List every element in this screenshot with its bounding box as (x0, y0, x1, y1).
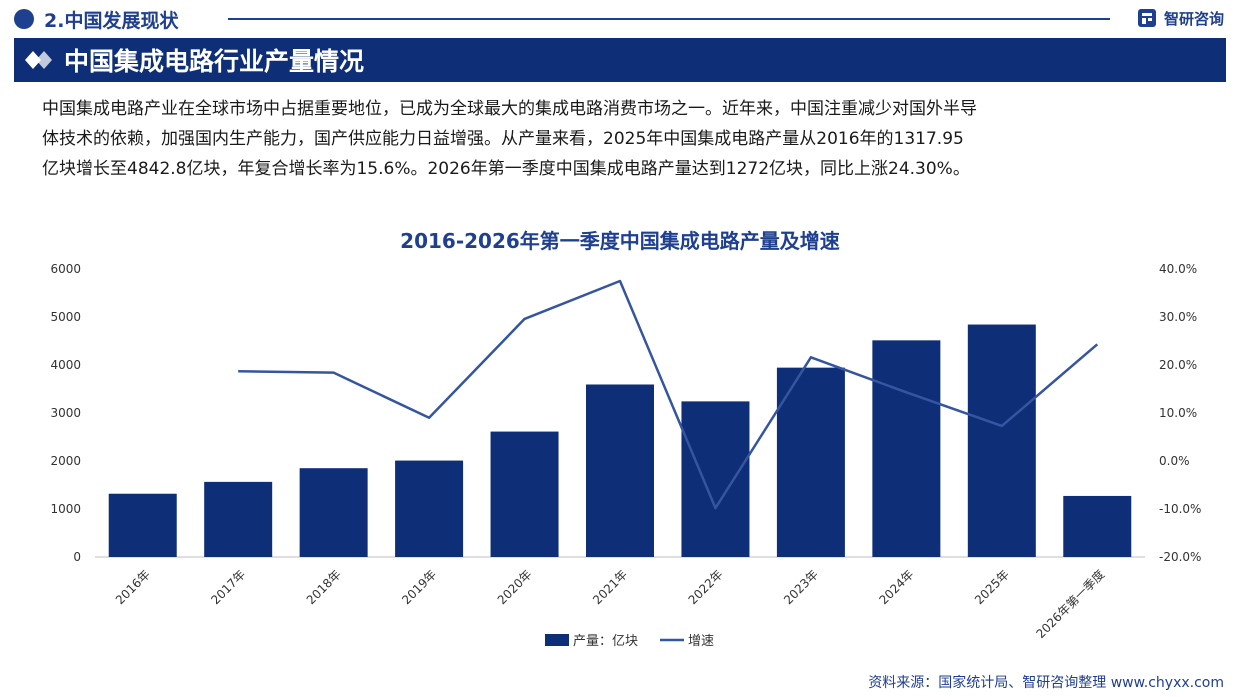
y-right-tick-label: 20.0% (1159, 358, 1197, 372)
y-left-tick-label: 5000 (50, 310, 81, 324)
brand-name: 智研咨询 (1163, 9, 1224, 28)
bar (395, 460, 464, 557)
y-right-tick-label: 30.0% (1159, 310, 1197, 324)
y-right-tick-label: -10.0% (1159, 502, 1201, 516)
y-left-tick-label: 0 (73, 550, 81, 564)
section-bullet-icon (14, 9, 34, 29)
x-tick-label: 2024年 (877, 567, 917, 607)
x-tick-label: 2022年 (686, 567, 726, 607)
diamond-icon (25, 51, 52, 69)
x-tick-label: 2020年 (495, 567, 535, 607)
x-tick-label: 2018年 (304, 567, 344, 607)
x-tick-label: 2016年 (113, 567, 153, 607)
x-tick-label: 2019年 (399, 567, 439, 607)
bar (108, 493, 177, 557)
x-tick-label: 2026年第一季度 (1033, 567, 1108, 642)
banner-title: 中国集成电路行业产量情况 (64, 47, 365, 76)
bar (586, 384, 654, 557)
x-tick-label: 2017年 (208, 567, 248, 607)
bar (776, 367, 845, 557)
brand-logo: 智研咨询 (1136, 7, 1224, 29)
bar (1063, 495, 1132, 557)
legend-line-label: 增速 (688, 634, 714, 649)
intro-line: 中国集成电路产业在全球市场中占据重要地位，已成为全球最大的集成电路消费市场之一。… (42, 99, 977, 119)
y-left-tick-label: 6000 (50, 262, 81, 276)
growth-line (238, 279, 1099, 510)
y-right-tick-label: 40.0% (1159, 262, 1197, 276)
y-left-tick-label: 1000 (50, 502, 81, 516)
y-right-tick-label: -20.0% (1159, 550, 1201, 564)
source-note: 资料来源：国家统计局、智研咨询整理 www.chyxx.com (868, 675, 1224, 691)
brand-logo-icon (1137, 9, 1156, 27)
bar (204, 481, 273, 557)
legend-bar-swatch (545, 634, 569, 646)
y-left-tick-label: 2000 (50, 454, 81, 468)
header-divider (228, 18, 1110, 20)
intro-line: 体技术的依赖，加强国内生产能力，国产供应能力日益增强。从产量来看，2025年中国… (42, 129, 964, 149)
y-right-tick-label: 10.0% (1159, 406, 1197, 420)
section-title: 2.中国发展现状 (44, 9, 179, 32)
title-banner: 中国集成电路行业产量情况 (14, 38, 1226, 82)
bar (967, 324, 1036, 557)
y-left-tick-label: 3000 (50, 406, 81, 420)
legend-bar-label: 产量：亿块 (573, 634, 638, 649)
chart-title: 2016-2026年第一季度中国集成电路产量及增速 (400, 229, 840, 253)
bar (872, 340, 941, 557)
x-tick-label: 2021年 (590, 567, 630, 607)
y-left-tick-label: 4000 (50, 358, 81, 372)
bar (299, 468, 368, 557)
x-tick-label: 2025年 (972, 567, 1012, 607)
bar (490, 431, 559, 557)
intro-line: 亿块增长至4842.8亿块，年复合增长率为15.6%。2026年第一季度中国集成… (42, 159, 970, 179)
y-right-tick-label: 0.0% (1159, 454, 1190, 468)
bar (681, 401, 750, 557)
intro-paragraph: 中国集成电路产业在全球市场中占据重要地位，已成为全球最大的集成电路消费市场之一。… (42, 94, 1212, 184)
x-tick-label: 2023年 (781, 567, 821, 607)
section-header: 2.中国发展现状 (14, 4, 178, 34)
